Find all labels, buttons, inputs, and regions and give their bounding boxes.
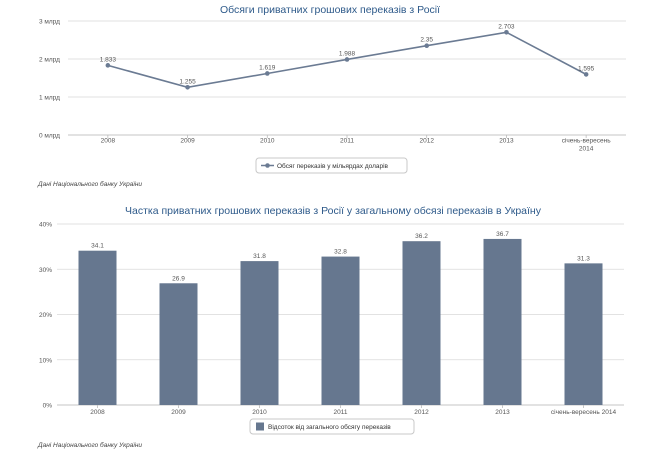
data-label: 36.2 xyxy=(415,233,428,240)
x-tick-label: 2008 xyxy=(101,138,116,145)
y-tick-label: 0% xyxy=(43,403,53,410)
bar[interactable] xyxy=(321,256,360,405)
x-tick-label: 2010 xyxy=(260,138,275,145)
legend-label: Обсяг переказів у мільярдах доларів xyxy=(277,162,389,170)
data-point[interactable] xyxy=(583,72,589,77)
data-label: 2.35 xyxy=(420,37,433,44)
line-chart-source-note: Дані Національного банку України xyxy=(38,181,143,188)
line-chart-title: Обсяги приватних грошових переказів з Ро… xyxy=(220,4,440,16)
y-tick-label: 3 млрд xyxy=(39,19,60,26)
data-label: 32.8 xyxy=(334,249,347,256)
bar[interactable] xyxy=(240,261,279,405)
data-label: 1.833 xyxy=(100,56,117,63)
bar[interactable] xyxy=(78,250,117,405)
data-label: 1.619 xyxy=(259,64,276,71)
data-label: 1.255 xyxy=(179,78,196,85)
bar-chart-y-axis: 0% 10% 20% 30% 40% xyxy=(39,222,52,410)
bar-chart-title: Частка приватних грошових переказів з Ро… xyxy=(125,205,542,217)
data-label: 1.595 xyxy=(578,65,595,72)
y-tick-label: 40% xyxy=(39,222,52,229)
bar[interactable] xyxy=(159,283,198,405)
legend-swatch-icon xyxy=(256,422,264,431)
legend-box xyxy=(249,418,415,435)
bar-chart-source-note: Дані Національного банку України xyxy=(38,442,143,449)
data-label: 1.988 xyxy=(339,50,356,57)
data-label: 34.1 xyxy=(91,243,104,250)
bar-chart-legend[interactable]: Відсоток від загального обсягу переказів xyxy=(249,418,415,435)
data-label: 31.3 xyxy=(577,255,590,262)
x-tick-label: 2012 xyxy=(414,409,429,416)
legend-label: Відсоток від загального обсягу переказів xyxy=(268,423,391,431)
x-tick-label: 2010 xyxy=(252,409,267,416)
y-tick-label: 1 млрд xyxy=(39,95,60,102)
legend-marker-icon xyxy=(265,163,270,168)
bar[interactable] xyxy=(564,263,603,405)
bar-chart-x-axis: 2008 2009 2010 2011 2012 2013 січень-вересень … xyxy=(90,405,616,416)
x-tick-label: 2011 xyxy=(334,409,348,416)
line-chart-series xyxy=(105,29,589,90)
y-tick-label: 2 млрд xyxy=(39,57,60,64)
line-chart-legend[interactable]: Обсяг переказів у мільярдах доларів xyxy=(255,157,408,174)
data-label: 36.7 xyxy=(496,231,509,238)
x-tick-label: січень-вересень 2014 xyxy=(562,137,612,153)
line-chart-y-axis: 0 млрд 1 млрд 2 млрд 3 млрд xyxy=(39,19,60,140)
data-point[interactable] xyxy=(344,57,350,62)
bar[interactable] xyxy=(402,241,441,405)
y-tick-label: 20% xyxy=(39,312,52,319)
x-tick-label: 2012 xyxy=(419,138,434,145)
bar-chart-series xyxy=(78,238,603,405)
x-tick-label: 2009 xyxy=(180,138,195,145)
data-point[interactable] xyxy=(264,71,270,76)
data-point[interactable] xyxy=(424,43,430,48)
bar[interactable] xyxy=(483,238,522,405)
bar-chart-data-labels: 34.1 26.9 31.8 32.8 36.2 36.7 31.3 xyxy=(91,231,590,282)
x-tick-label: 2011 xyxy=(340,138,354,145)
bar-chart: Частка приватних грошових переказів з Ро… xyxy=(39,205,624,435)
data-label: 31.8 xyxy=(253,253,266,260)
data-point[interactable] xyxy=(504,29,509,35)
legend-box xyxy=(255,157,408,174)
data-point[interactable] xyxy=(105,63,111,68)
data-label: 2.703 xyxy=(498,23,515,30)
line-chart-x-axis: 2008 2009 2010 2011 2012 2013 січень-вересень 2… xyxy=(101,135,612,153)
y-tick-label: 30% xyxy=(39,267,52,274)
line-chart: Обсяги приватних грошових переказів з Ро… xyxy=(39,4,626,174)
x-tick-label: 2013 xyxy=(499,138,514,145)
line-chart-data-labels: 1.833 1.255 1.619 1.988 2.35 2.703 1.595 xyxy=(100,23,595,85)
x-tick-label: 2009 xyxy=(171,409,186,416)
y-tick-label: 0 млрд xyxy=(39,133,60,140)
data-point[interactable] xyxy=(185,85,190,90)
y-tick-label: 10% xyxy=(39,357,52,364)
x-tick-label: 2008 xyxy=(90,409,105,416)
data-label: 26.9 xyxy=(172,275,185,282)
x-tick-label: 2013 xyxy=(495,409,510,416)
x-tick-label: січень-вересень 2014 xyxy=(551,408,617,416)
